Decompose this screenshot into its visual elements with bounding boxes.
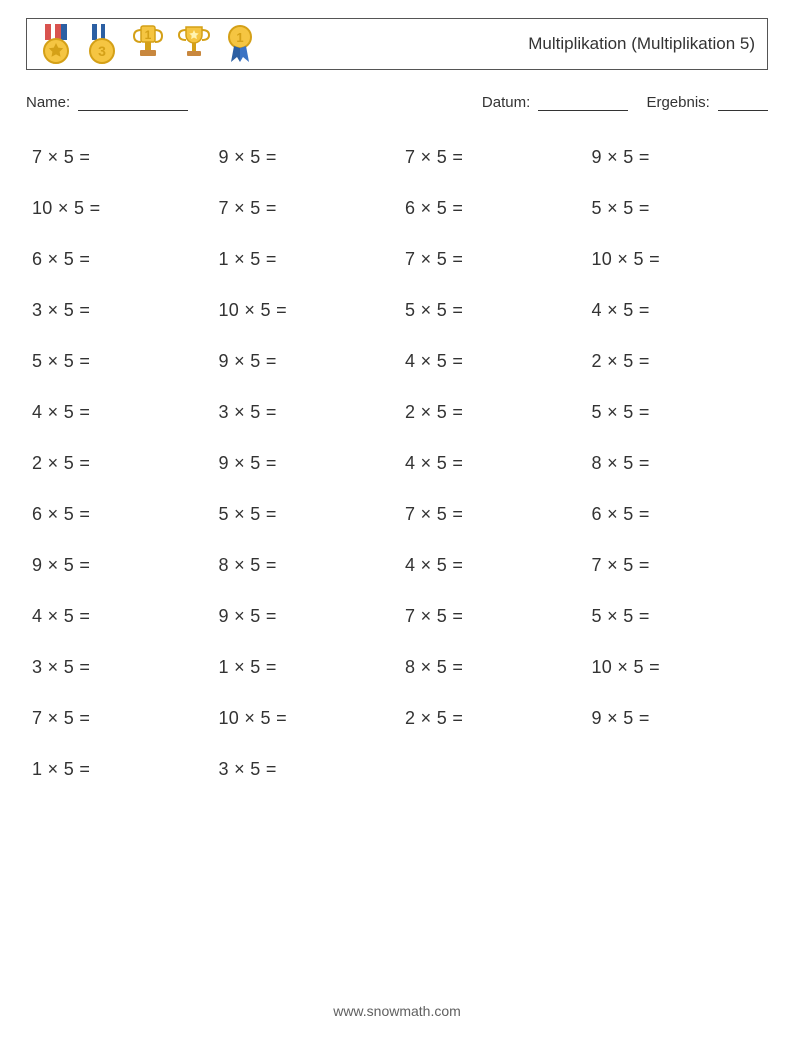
problem-cell: 4 × 5 = (405, 453, 576, 474)
problem-cell: 3 × 5 = (32, 300, 203, 321)
problem-cell: 1 × 5 = (219, 249, 390, 270)
problem-cell: 2 × 5 = (405, 708, 576, 729)
problem-cell: 4 × 5 = (32, 606, 203, 627)
svg-text:3: 3 (98, 43, 106, 59)
problem-cell: 5 × 5 = (592, 402, 763, 423)
problem-cell: 4 × 5 = (32, 402, 203, 423)
problem-cell: 5 × 5 = (592, 198, 763, 219)
problem-cell: 5 × 5 = (32, 351, 203, 372)
problem-cell: 4 × 5 = (405, 555, 576, 576)
problem-cell: 10 × 5 = (219, 300, 390, 321)
date-field: Datum: (482, 94, 629, 111)
trophy-cup-icon (177, 24, 211, 64)
problem-cell: 9 × 5 = (32, 555, 203, 576)
problem-cell: 7 × 5 = (219, 198, 390, 219)
problem-cell: 1 × 5 = (32, 759, 203, 780)
problem-cell: 2 × 5 = (32, 453, 203, 474)
problem-cell: 1 × 5 = (219, 657, 390, 678)
problem-cell: 7 × 5 = (32, 147, 203, 168)
problems-grid: 7 × 5 = 9 × 5 = 7 × 5 = 9 × 5 = 10 × 5 = 7 × … (26, 147, 768, 780)
problem-cell: 10 × 5 = (219, 708, 390, 729)
trophy-1-icon: 1 (131, 24, 165, 64)
problem-cell: 6 × 5 = (405, 198, 576, 219)
footer-url: www.snowmath.com (0, 1003, 794, 1019)
worksheet-title: Multiplikation (Multiplikation 5) (528, 34, 755, 54)
problem-cell: 8 × 5 = (592, 453, 763, 474)
problem-cell: 7 × 5 = (592, 555, 763, 576)
problem-cell: 9 × 5 = (219, 351, 390, 372)
problem-cell: 9 × 5 = (592, 708, 763, 729)
svg-text:1: 1 (236, 30, 243, 45)
problem-cell: 6 × 5 = (32, 504, 203, 525)
problem-cell: 2 × 5 = (592, 351, 763, 372)
problem-cell: 7 × 5 = (32, 708, 203, 729)
medal-3-icon: 3 (85, 24, 119, 64)
svg-text:1: 1 (145, 28, 152, 42)
problem-cell: 9 × 5 = (219, 606, 390, 627)
problem-cell: 7 × 5 = (405, 504, 576, 525)
problem-cell: 9 × 5 = (592, 147, 763, 168)
date-blank[interactable] (538, 110, 628, 111)
problem-cell: 9 × 5 = (219, 453, 390, 474)
problem-cell: 3 × 5 = (219, 759, 390, 780)
problem-cell: 7 × 5 = (405, 249, 576, 270)
problem-cell: 4 × 5 = (592, 300, 763, 321)
problem-cell: 2 × 5 = (405, 402, 576, 423)
result-label: Ergebnis: (646, 94, 709, 111)
problem-cell: 4 × 5 = (405, 351, 576, 372)
problem-cell: 10 × 5 = (592, 657, 763, 678)
ribbon-1-icon: 1 (223, 24, 257, 64)
header-icons: 3 1 (39, 24, 257, 64)
problem-cell: 8 × 5 = (219, 555, 390, 576)
problem-cell: 7 × 5 = (405, 606, 576, 627)
result-blank[interactable] (718, 110, 768, 111)
problem-cell: 6 × 5 = (592, 504, 763, 525)
problem-cell: 5 × 5 = (405, 300, 576, 321)
result-field: Ergebnis: (646, 94, 768, 111)
problem-cell: 6 × 5 = (32, 249, 203, 270)
problem-cell: 10 × 5 = (32, 198, 203, 219)
fields-row: Name: Datum: Ergebnis: (26, 94, 768, 111)
problem-cell: 5 × 5 = (592, 606, 763, 627)
problem-cell: 10 × 5 = (592, 249, 763, 270)
header-box: 3 1 (26, 18, 768, 70)
problem-cell: 5 × 5 = (219, 504, 390, 525)
problem-cell: 3 × 5 = (219, 402, 390, 423)
name-blank[interactable] (78, 110, 188, 111)
problem-cell: 8 × 5 = (405, 657, 576, 678)
medal-star-icon (39, 24, 73, 64)
problem-cell: 3 × 5 = (32, 657, 203, 678)
date-label: Datum: (482, 94, 530, 111)
worksheet-page: 3 1 (0, 0, 794, 780)
problem-cell: 7 × 5 = (405, 147, 576, 168)
problem-cell: 9 × 5 = (219, 147, 390, 168)
name-label: Name: (26, 94, 70, 111)
name-field: Name: (26, 94, 188, 111)
